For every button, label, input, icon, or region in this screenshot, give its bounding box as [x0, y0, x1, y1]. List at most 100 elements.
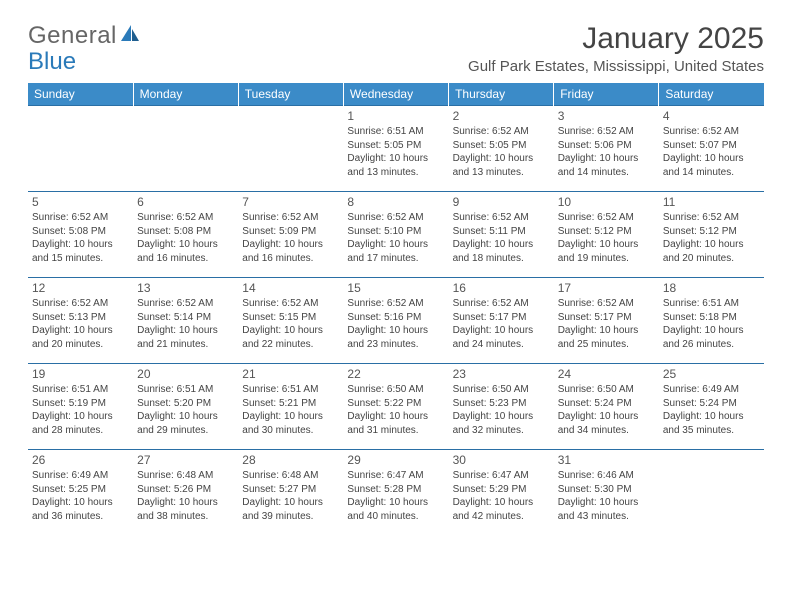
calendar-cell: [28, 106, 133, 192]
sunrise-line: Sunrise: 6:48 AM: [242, 469, 339, 483]
day-info: Sunrise: 6:52 AMSunset: 5:17 PMDaylight:…: [453, 297, 550, 351]
day-number: 21: [242, 367, 339, 381]
day-number: 2: [453, 109, 550, 123]
calendar-cell: [659, 450, 764, 536]
calendar-cell: 2 Sunrise: 6:52 AMSunset: 5:05 PMDaylight…: [449, 106, 554, 192]
sunset-line: Sunset: 5:27 PM: [242, 483, 339, 497]
calendar-cell: 5Sunrise: 6:52 AMSunset: 5:08 PMDaylight…: [28, 192, 133, 278]
daylight-line: Daylight: 10 hours and 16 minutes.: [137, 238, 234, 265]
day-info: Sunrise: 6:50 AMSunset: 5:22 PMDaylight:…: [347, 383, 444, 437]
day-info: Sunrise: 6:52 AMSunset: 5:08 PMDaylight:…: [137, 211, 234, 265]
day-number: 18: [663, 281, 760, 295]
sunset-line: Sunset: 5:11 PM: [453, 225, 550, 239]
calendar-cell: 24 Sunrise: 6:50 AMSunset: 5:24 PMDayligh…: [554, 364, 659, 450]
sunrise-line: Sunrise: 6:50 AM: [453, 383, 550, 397]
sunset-line: Sunset: 5:30 PM: [558, 483, 655, 497]
sunset-line: Sunset: 5:20 PM: [137, 397, 234, 411]
day-info: Sunrise: 6:48 AMSunset: 5:26 PMDaylight:…: [137, 469, 234, 523]
sunset-line: Sunset: 5:23 PM: [453, 397, 550, 411]
daylight-line: Daylight: 10 hours and 19 minutes.: [558, 238, 655, 265]
daylight-line: Daylight: 10 hours and 25 minutes.: [558, 324, 655, 351]
day-number: 22: [347, 367, 444, 381]
daylight-line: Daylight: 10 hours and 20 minutes.: [32, 324, 129, 351]
daylight-line: Daylight: 10 hours and 42 minutes.: [453, 496, 550, 523]
day-info: Sunrise: 6:47 AMSunset: 5:29 PMDaylight:…: [453, 469, 550, 523]
logo: General: [28, 22, 143, 50]
sunrise-line: Sunrise: 6:51 AM: [663, 297, 760, 311]
title-block: January 2025 Gulf Park Estates, Mississi…: [468, 22, 764, 75]
daylight-line: Daylight: 10 hours and 43 minutes.: [558, 496, 655, 523]
sunset-line: Sunset: 5:17 PM: [558, 311, 655, 325]
sunrise-line: Sunrise: 6:49 AM: [32, 469, 129, 483]
day-info: Sunrise: 6:52 AMSunset: 5:05 PMDaylight:…: [453, 125, 550, 179]
sunset-line: Sunset: 5:29 PM: [453, 483, 550, 497]
calendar-cell: [133, 106, 238, 192]
daylight-line: Daylight: 10 hours and 35 minutes.: [663, 410, 760, 437]
calendar-cell: 16Sunrise: 6:52 AMSunset: 5:17 PMDayligh…: [449, 278, 554, 364]
day-number: 29: [347, 453, 444, 467]
calendar-cell: 31Sunrise: 6:46 AMSunset: 5:30 PMDayligh…: [554, 450, 659, 536]
sunset-line: Sunset: 5:07 PM: [663, 139, 760, 153]
day-info: Sunrise: 6:52 AMSunset: 5:17 PMDaylight:…: [558, 297, 655, 351]
day-number: 19: [32, 367, 129, 381]
daylight-line: Daylight: 10 hours and 20 minutes.: [663, 238, 760, 265]
day-number: 24: [558, 367, 655, 381]
calendar-cell: 26Sunrise: 6:49 AMSunset: 5:25 PMDayligh…: [28, 450, 133, 536]
day-number: 17: [558, 281, 655, 295]
calendar-table: SundayMondayTuesdayWednesdayThursdayFrid…: [28, 83, 764, 536]
day-number: 30: [453, 453, 550, 467]
daylight-line: Daylight: 10 hours and 16 minutes.: [242, 238, 339, 265]
day-info: Sunrise: 6:52 AMSunset: 5:16 PMDaylight:…: [347, 297, 444, 351]
calendar-cell: 25Sunrise: 6:49 AMSunset: 5:24 PMDayligh…: [659, 364, 764, 450]
day-info: Sunrise: 6:51 AMSunset: 5:18 PMDaylight:…: [663, 297, 760, 351]
calendar-body: 1Sunrise: 6:51 AMSunset: 5:05 PMDaylight…: [28, 106, 764, 536]
sunrise-line: Sunrise: 6:52 AM: [347, 297, 444, 311]
calendar-cell: 11Sunrise: 6:52 AMSunset: 5:12 PMDayligh…: [659, 192, 764, 278]
sunrise-line: Sunrise: 6:52 AM: [453, 125, 550, 139]
day-info: Sunrise: 6:49 AMSunset: 5:25 PMDaylight:…: [32, 469, 129, 523]
sunset-line: Sunset: 5:08 PM: [32, 225, 129, 239]
sunset-line: Sunset: 5:26 PM: [137, 483, 234, 497]
daylight-line: Daylight: 10 hours and 18 minutes.: [453, 238, 550, 265]
sunset-line: Sunset: 5:14 PM: [137, 311, 234, 325]
sunrise-line: Sunrise: 6:52 AM: [137, 297, 234, 311]
header: General January 2025 Gulf Park Estates, …: [28, 22, 764, 75]
sunset-line: Sunset: 5:18 PM: [663, 311, 760, 325]
calendar-cell: 28Sunrise: 6:48 AMSunset: 5:27 PMDayligh…: [238, 450, 343, 536]
sunset-line: Sunset: 5:17 PM: [453, 311, 550, 325]
sunrise-line: Sunrise: 6:52 AM: [242, 297, 339, 311]
day-number: 14: [242, 281, 339, 295]
weekday-header: Wednesday: [343, 83, 448, 106]
sunrise-line: Sunrise: 6:51 AM: [137, 383, 234, 397]
day-number: 15: [347, 281, 444, 295]
day-info: Sunrise: 6:47 AMSunset: 5:28 PMDaylight:…: [347, 469, 444, 523]
calendar-head: SundayMondayTuesdayWednesdayThursdayFrid…: [28, 83, 764, 106]
daylight-line: Daylight: 10 hours and 17 minutes.: [347, 238, 444, 265]
month-title: January 2025: [468, 22, 764, 56]
sunrise-line: Sunrise: 6:46 AM: [558, 469, 655, 483]
daylight-line: Daylight: 10 hours and 30 minutes.: [242, 410, 339, 437]
day-number: 13: [137, 281, 234, 295]
daylight-line: Daylight: 10 hours and 26 minutes.: [663, 324, 760, 351]
sunrise-line: Sunrise: 6:47 AM: [347, 469, 444, 483]
day-number: 23: [453, 367, 550, 381]
sunrise-line: Sunrise: 6:50 AM: [347, 383, 444, 397]
day-info: Sunrise: 6:52 AMSunset: 5:06 PMDaylight:…: [558, 125, 655, 179]
weekday-header: Saturday: [659, 83, 764, 106]
day-info: Sunrise: 6:50 AMSunset: 5:24 PMDaylight:…: [558, 383, 655, 437]
day-number: 20: [137, 367, 234, 381]
day-info: Sunrise: 6:48 AMSunset: 5:27 PMDaylight:…: [242, 469, 339, 523]
day-info: Sunrise: 6:52 AMSunset: 5:09 PMDaylight:…: [242, 211, 339, 265]
sunrise-line: Sunrise: 6:52 AM: [558, 211, 655, 225]
day-number: 6: [137, 195, 234, 209]
sunset-line: Sunset: 5:12 PM: [663, 225, 760, 239]
sunset-line: Sunset: 5:24 PM: [663, 397, 760, 411]
day-number: 9: [453, 195, 550, 209]
sunset-line: Sunset: 5:09 PM: [242, 225, 339, 239]
sunset-line: Sunset: 5:22 PM: [347, 397, 444, 411]
sunrise-line: Sunrise: 6:51 AM: [242, 383, 339, 397]
day-info: Sunrise: 6:51 AMSunset: 5:20 PMDaylight:…: [137, 383, 234, 437]
day-info: Sunrise: 6:52 AMSunset: 5:08 PMDaylight:…: [32, 211, 129, 265]
calendar-cell: 21Sunrise: 6:51 AMSunset: 5:21 PMDayligh…: [238, 364, 343, 450]
calendar-cell: 6 Sunrise: 6:52 AMSunset: 5:08 PMDaylight…: [133, 192, 238, 278]
